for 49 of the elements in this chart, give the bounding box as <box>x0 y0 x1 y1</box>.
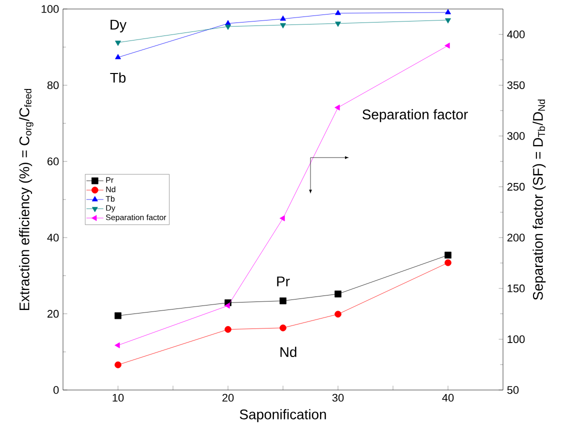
point <box>280 297 286 304</box>
annotation: Tb <box>110 72 126 83</box>
point <box>334 310 342 318</box>
annotation: Dy <box>110 20 126 32</box>
point <box>280 23 286 28</box>
point <box>280 16 286 21</box>
annotation: Pr <box>277 276 290 286</box>
y2-tick-label: 100 <box>508 335 525 344</box>
x-tick-label: 40 <box>442 394 454 402</box>
point <box>445 18 451 24</box>
y2-tick-label: 50 <box>507 386 519 394</box>
y-tick-label: 40 <box>47 234 59 242</box>
y-tick-label: 20 <box>48 310 59 318</box>
point <box>224 302 230 309</box>
point <box>444 252 452 259</box>
point <box>225 24 231 30</box>
y2-axis-title: Separation factor (SF) = D$_{Tb}$/D$_{Nd}$ <box>532 100 546 300</box>
point <box>224 326 232 333</box>
point <box>335 10 341 15</box>
point <box>445 9 451 14</box>
point <box>335 22 341 27</box>
annotation: Nd <box>280 346 296 358</box>
y-tick-label: 60 <box>48 158 59 166</box>
y2-tick-label: 350 <box>507 81 525 90</box>
point <box>115 40 121 46</box>
point <box>444 259 452 266</box>
y2-tick-label: 250 <box>507 182 525 191</box>
point <box>280 324 286 332</box>
x-tick-label: 10 <box>112 394 124 402</box>
y-axis-title: Extraction efficiency (%) = C$_{org}$/C$_{feed}$ <box>19 88 34 310</box>
y2-tick-label: 200 <box>507 234 525 242</box>
x-tick-label: 30 <box>332 394 344 402</box>
point <box>334 104 340 111</box>
point <box>114 312 122 320</box>
annotation: Separation factor <box>362 109 468 122</box>
point <box>334 290 342 298</box>
y2-tick-label: 150 <box>508 284 525 292</box>
x-axis-title: Saponification <box>240 409 326 422</box>
y2-tick-label: 300 <box>507 132 525 140</box>
point <box>444 42 450 49</box>
point <box>114 361 122 368</box>
y2-tick-label: 400 <box>507 30 525 38</box>
y-tick-label: 100 <box>42 5 59 13</box>
y-tick-label: 80 <box>47 81 59 90</box>
point <box>280 215 285 222</box>
y-tick-label: 0 <box>53 386 59 394</box>
x-tick-label: 20 <box>222 394 234 402</box>
point <box>115 54 121 60</box>
point <box>114 342 120 348</box>
